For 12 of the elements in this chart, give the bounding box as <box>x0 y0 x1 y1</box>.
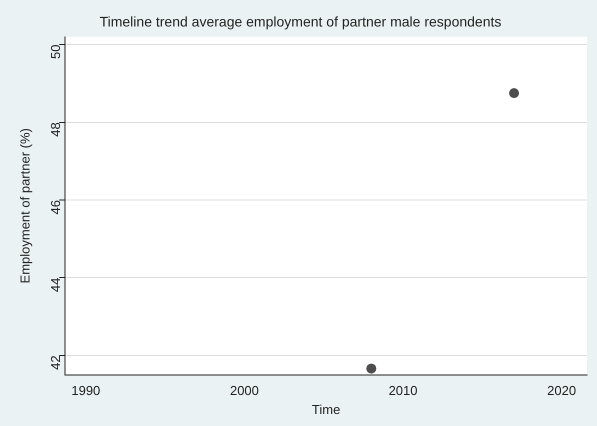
y-tick-label: 50 <box>48 44 63 60</box>
y-axis-title: Employment of partner (%) <box>17 128 32 284</box>
y-tick-label: 46 <box>48 200 63 214</box>
x-tick-label: 2020 <box>547 383 576 398</box>
x-tick-label: 2000 <box>230 383 259 398</box>
x-tick-label: 1990 <box>71 383 100 398</box>
y-tick-label: 42 <box>48 355 63 370</box>
y-tick-label: 48 <box>48 122 63 137</box>
x-axis-title: Time <box>312 402 340 417</box>
y-tick-label: 44 <box>48 278 63 292</box>
chart-title: Timeline trend average employment of partner male respondents <box>100 13 502 30</box>
x-tick-label: 2010 <box>388 383 418 398</box>
